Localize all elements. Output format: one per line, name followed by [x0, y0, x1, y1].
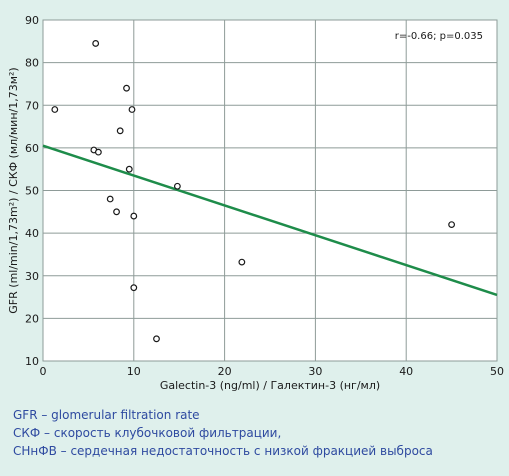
y-axis-ticks: 10 20 30 40 50 60 70 80 90: [25, 14, 39, 368]
data-point: [130, 284, 138, 292]
data-point: [123, 84, 130, 92]
y-tick-label: 60: [25, 142, 39, 155]
data-point: [125, 165, 133, 173]
y-axis-title: GFR (ml/min/1,73m²) / СКФ (мл/мин/1,73м²…: [7, 67, 20, 313]
x-axis-ticks: 0 10 20 30 40 50: [40, 365, 505, 378]
grid-lines: [42, 19, 498, 362]
data-point: [92, 40, 100, 47]
x-tick-label: 40: [399, 365, 413, 378]
data-points: [51, 40, 456, 343]
footnotes: GFR – glomerular filtration rate СКФ – с…: [13, 406, 433, 460]
y-tick-label: 70: [25, 99, 39, 112]
x-tick-label: 30: [308, 365, 322, 378]
footnote-gfr: GFR – glomerular filtration rate: [13, 408, 200, 422]
y-tick-label: 90: [25, 14, 39, 27]
data-point: [173, 182, 181, 190]
x-tick-label: 10: [127, 365, 141, 378]
footnote-skf: СКФ – скорость клубочковой фильтрации,: [13, 426, 282, 440]
correlation-annotation: r=-0.66; p=0.035: [395, 31, 483, 42]
footnote-snnfv: СНнФВ – сердечная недостаточность с низк…: [13, 444, 433, 458]
trend-line: [42, 144, 498, 297]
x-tick-label: 50: [490, 365, 504, 378]
data-point: [238, 258, 246, 266]
data-point: [94, 148, 102, 156]
data-point: [128, 106, 136, 113]
x-axis-title: Galectin-3 (ng/ml) / Галектин-3 (нг/мл): [160, 379, 380, 392]
y-tick-label: 20: [25, 312, 39, 325]
data-point: [153, 335, 160, 343]
y-tick-label: 50: [25, 185, 39, 198]
data-point: [51, 106, 59, 113]
data-point: [130, 212, 138, 220]
data-point: [116, 127, 124, 135]
data-point: [448, 221, 456, 229]
y-tick-label: 40: [25, 227, 39, 240]
y-tick-label: 30: [25, 270, 39, 283]
x-tick-label: 20: [218, 365, 232, 378]
y-tick-label: 10: [25, 355, 39, 368]
y-tick-label: 80: [25, 57, 39, 70]
data-point: [106, 195, 114, 203]
data-point: [113, 208, 120, 216]
x-tick-label: 0: [40, 365, 47, 378]
